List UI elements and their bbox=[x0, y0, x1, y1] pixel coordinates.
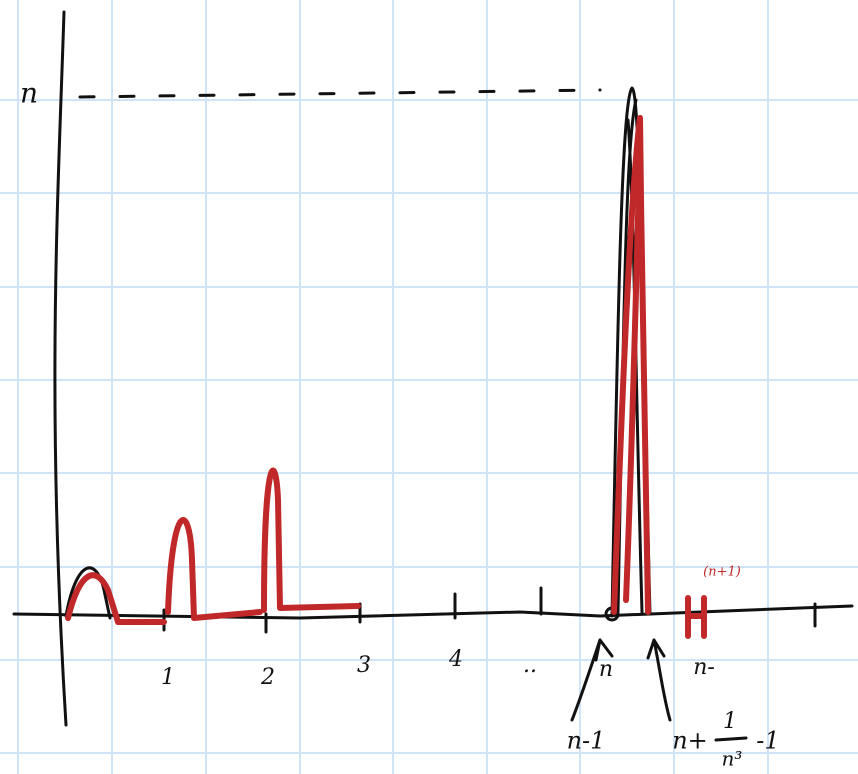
tick-label: n- bbox=[693, 655, 715, 680]
annotation: n+ bbox=[672, 727, 708, 755]
tick-label: 3 bbox=[357, 653, 371, 678]
red-label: (n+1) bbox=[703, 565, 741, 580]
fraction-numerator: 1 bbox=[723, 709, 737, 734]
tick-label: .. bbox=[523, 653, 537, 678]
sketch: n 1 2 3 4 .. n n- (n+1) n-1 n+ 1 n³ -1 bbox=[0, 0, 858, 774]
fraction-denominator: n³ bbox=[722, 747, 743, 771]
tick-label: 2 bbox=[260, 665, 275, 690]
tick-label: 4 bbox=[448, 647, 463, 672]
tick-label: 1 bbox=[161, 665, 175, 690]
tick-label: n bbox=[599, 657, 613, 682]
tick-labels: 1 2 3 4 .. n n- bbox=[161, 647, 715, 690]
black-ink bbox=[14, 12, 852, 725]
y-axis-label: n bbox=[20, 77, 38, 110]
red-ink bbox=[68, 118, 704, 636]
annotation: n-1 bbox=[567, 727, 606, 755]
fraction-bar bbox=[716, 738, 746, 740]
grid-paper bbox=[0, 0, 858, 774]
annotation: -1 bbox=[756, 727, 779, 755]
